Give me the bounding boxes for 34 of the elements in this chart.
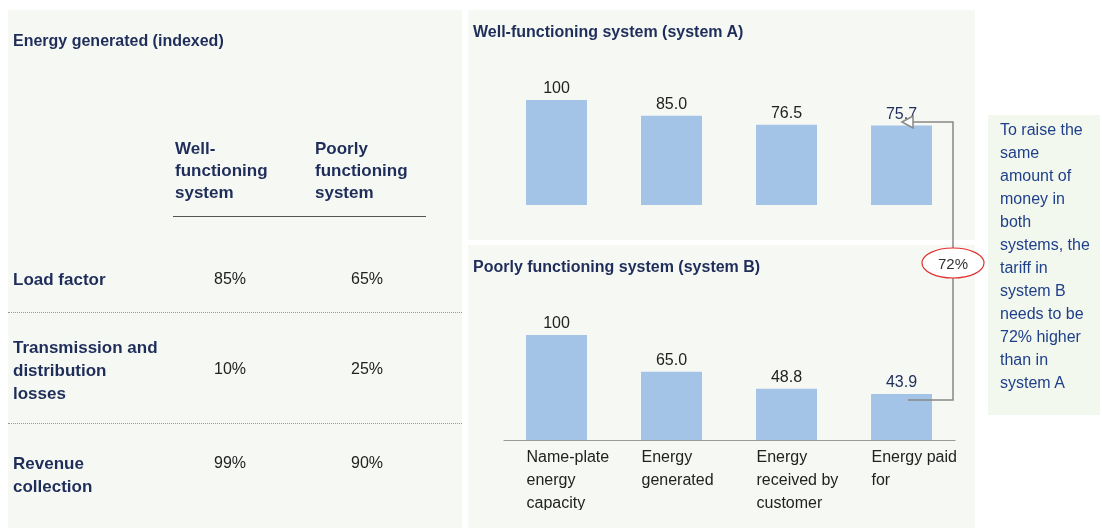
data-label: 43.9 — [885, 372, 918, 390]
x-tick-label: Energy paid for — [871, 447, 957, 488]
text: Energy generated (indexed) — [13, 32, 224, 50]
x-tick-label: Energy received by customer — [756, 447, 839, 511]
category-label: Revenue collection — [13, 453, 94, 498]
data-label: 10% — [213, 360, 247, 378]
bar — [756, 124, 817, 205]
chart-title: Well-functioning system (system A) — [473, 23, 744, 40]
series-label: Well-functioning system — [175, 138, 269, 204]
bar — [526, 335, 587, 440]
text: To raise the same amount of money in both systems, the tariff in system B needs to be 72% higher than in system A — [1000, 121, 1090, 391]
x-tick-label: Energy generated — [641, 447, 714, 488]
chart-title: Poorly functioning system (system B) — [473, 258, 761, 275]
bar — [526, 100, 587, 205]
data-label: 85% — [213, 270, 247, 288]
data-label: 100 — [543, 79, 570, 96]
bar — [871, 125, 932, 205]
data-label: 48.8 — [770, 367, 803, 385]
bar — [871, 393, 932, 440]
category-label: Load factor — [13, 269, 107, 291]
data-label: 99% — [213, 454, 247, 472]
bar — [641, 371, 702, 440]
text: Poorly functioning system — [315, 138, 409, 204]
data-label: 90% — [350, 454, 384, 472]
data-label: 65% — [350, 270, 384, 288]
data-label: 85.0 — [655, 94, 688, 112]
category-label: Transmission and distribution losses — [13, 337, 159, 405]
bar — [641, 115, 702, 205]
data-label: 76.5 — [770, 103, 803, 121]
data-label: 100 — [543, 314, 570, 331]
x-tick-label: Name-plate energy capacity — [526, 447, 610, 511]
data-label: 25% — [350, 360, 384, 378]
bar — [756, 388, 817, 440]
data-label: 65.0 — [655, 350, 688, 368]
